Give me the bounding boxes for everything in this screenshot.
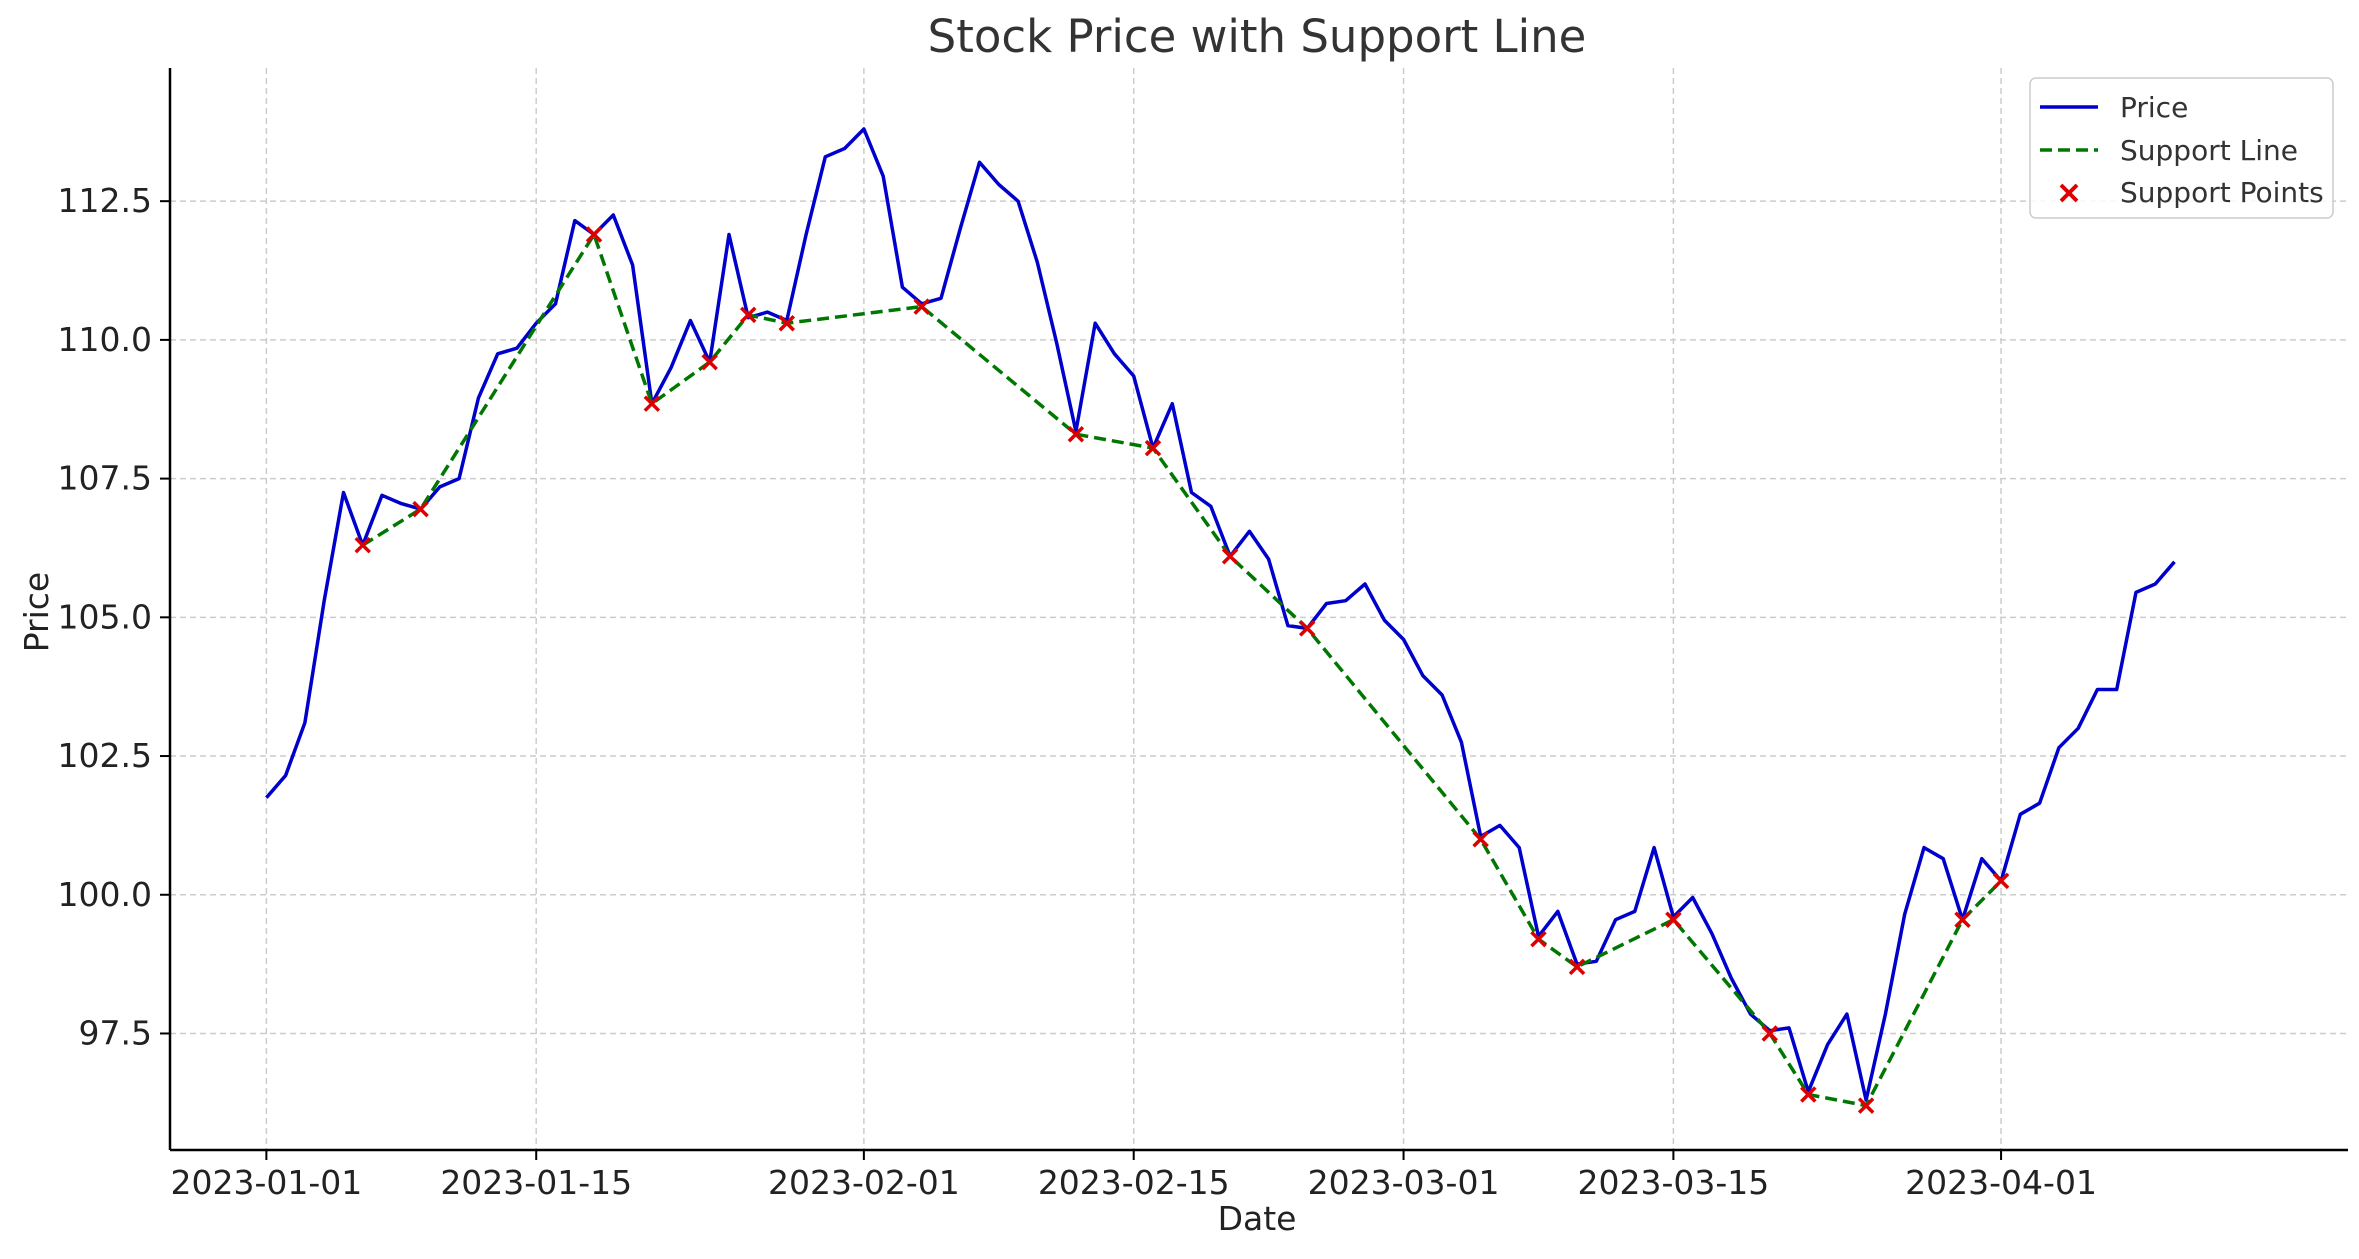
series-layer (265, 127, 2176, 1114)
legend-price-label: Price (2120, 91, 2188, 124)
support-point-marker (1857, 1097, 1875, 1114)
support-point-marker-stroke (701, 353, 718, 371)
support-point-marker-stroke (585, 226, 603, 243)
support-point-marker-stroke (1298, 620, 1316, 637)
support-series-line (361, 232, 2003, 1108)
support-point-marker-stroke (1530, 930, 1547, 948)
support-point-marker (1954, 911, 1971, 928)
support-point-marker-stroke (1568, 958, 1586, 976)
x-tick-label: 2023-04-01 (1905, 1163, 2097, 1202)
support-point-marker (1665, 911, 1682, 928)
support-point-marker-stroke (1472, 831, 1489, 848)
y-tick-label: 102.5 (58, 736, 152, 775)
support-point-marker-stroke (1067, 425, 1085, 443)
legend-support-line-label: Support Line (2120, 134, 2298, 167)
support-point-marker (701, 353, 718, 371)
support-point-marker-stroke (1857, 1097, 1875, 1114)
support-point-marker (643, 395, 661, 412)
support-point-marker (354, 536, 371, 554)
support-point-marker-stroke (1144, 439, 1162, 457)
support-point-marker (778, 315, 796, 332)
chart-title: Stock Price with Support Line (928, 10, 1587, 63)
support-point-marker (913, 298, 930, 315)
axis-ticks: 2023-01-01 2023-01-15 2023-02-01 2023-02-15… (58, 181, 2097, 1202)
y-tick-label: 112.5 (58, 181, 152, 220)
support-point-marker-stroke (412, 500, 429, 518)
support-point-marker (585, 226, 603, 243)
support-point-marker-stroke (1665, 911, 1682, 928)
y-axis-label: Price (17, 572, 56, 653)
support-point-marker-stroke (643, 395, 661, 412)
support-point-marker (1298, 620, 1316, 637)
support-point-marker-stroke (1954, 911, 1971, 928)
y-tick-label: 97.5 (79, 1013, 152, 1052)
x-tick-label: 2023-03-15 (1578, 1163, 1770, 1202)
grid-lines (170, 68, 2348, 1150)
y-tick-label: 105.0 (58, 597, 152, 636)
axes (168, 68, 2348, 1152)
legend-support-points-label: Support Points (2120, 176, 2324, 209)
support-point-marker (1221, 548, 1239, 565)
support-point-marker (1067, 425, 1085, 443)
support-point-marker (1568, 958, 1586, 976)
y-tick-label: 100.0 (58, 875, 152, 914)
support-point-marker (1530, 930, 1547, 948)
support-point-marker-stroke (739, 306, 757, 324)
x-tick-label: 2023-01-15 (440, 1163, 632, 1202)
x-axis-label: Date (1218, 1199, 1297, 1238)
support-point-marker-stroke (913, 298, 930, 315)
support-point-marker-stroke (354, 536, 371, 554)
support-point-marker (739, 306, 757, 324)
x-tick-label: 2023-01-01 (170, 1163, 362, 1202)
x-tick-label: 2023-02-01 (768, 1163, 960, 1202)
support-point-marker (1800, 1086, 1817, 1103)
x-tick-label: 2023-02-15 (1038, 1163, 1230, 1202)
support-point-marker (1472, 831, 1489, 848)
y-tick-label: 110.0 (58, 320, 152, 359)
support-point-marker-stroke (1221, 548, 1239, 565)
price-series-line (265, 127, 2176, 1102)
support-point-marker (1761, 1025, 1779, 1042)
support-point-marker-stroke (1800, 1086, 1817, 1103)
legend: Price Support Line Support Points (2029, 77, 2334, 219)
support-point-marker (412, 500, 429, 518)
y-tick-label: 107.5 (58, 459, 152, 498)
legend-box (2029, 77, 2334, 219)
support-point-marker-stroke (1761, 1025, 1779, 1042)
legend-support-points-marker (2059, 183, 2079, 203)
support-point-marker-stroke (778, 315, 796, 332)
support-point-marker (1992, 872, 2010, 890)
support-point-marker (1144, 439, 1162, 457)
x-tick-label: 2023-03-01 (1308, 1163, 1500, 1202)
support-point-marker-stroke (1992, 872, 2010, 890)
